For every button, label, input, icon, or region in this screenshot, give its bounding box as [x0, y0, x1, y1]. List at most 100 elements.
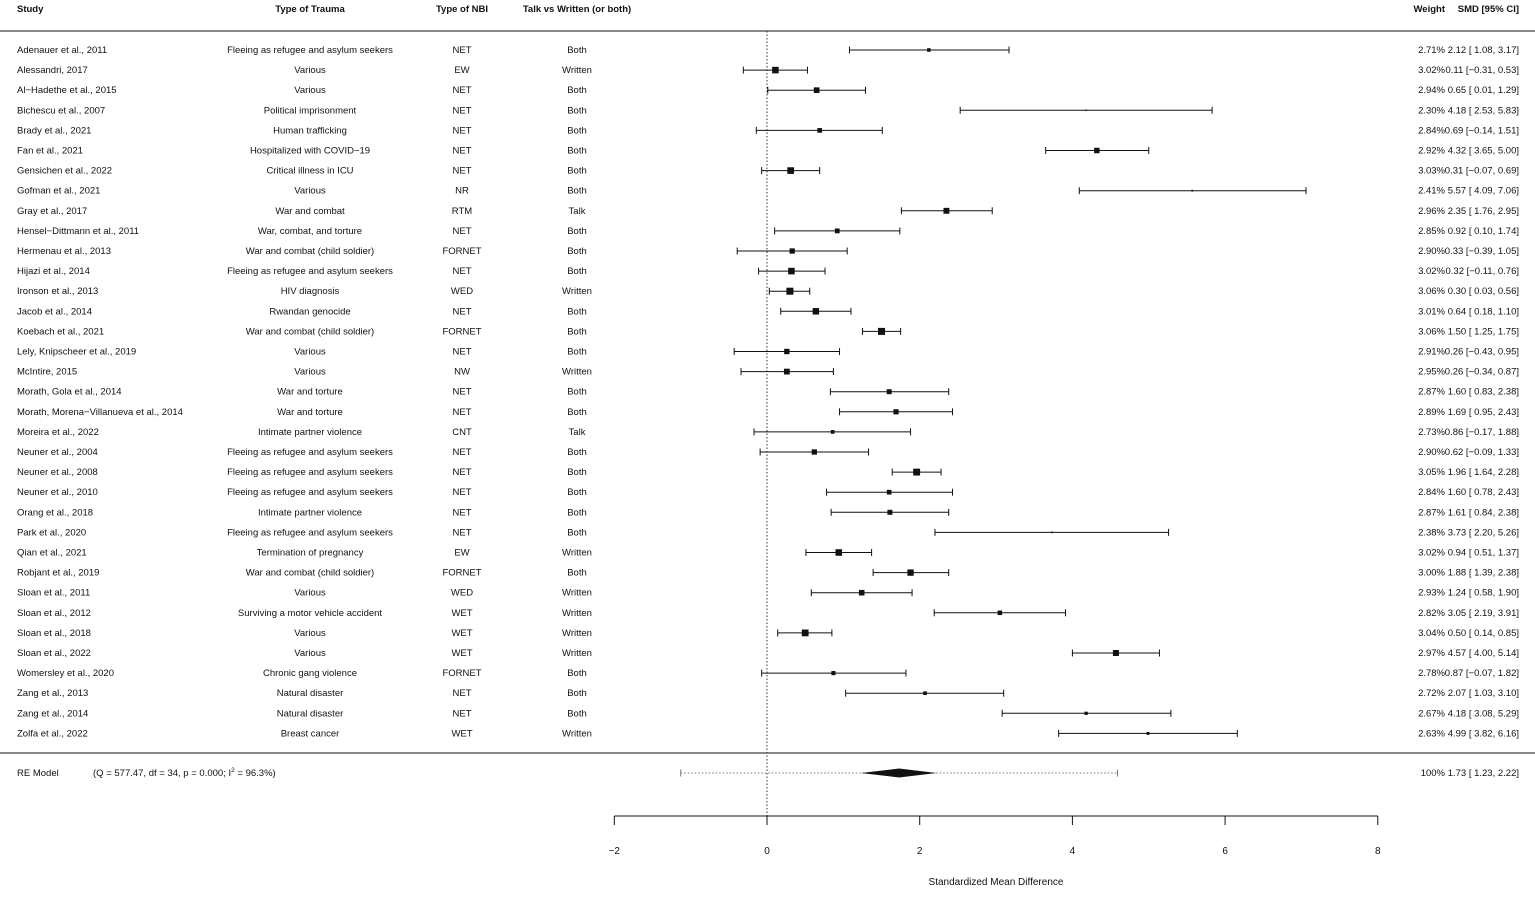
x-tick-label: 8 [1375, 846, 1381, 857]
study-row: Gray et al., 2017 War and combat RTM Talk 2.… [17, 206, 1519, 217]
trauma-type: War, combat, and torture [258, 226, 362, 237]
study-weight: 2.71% [1418, 45, 1445, 56]
study-smd-ci: 2.35 [ 1.76, 2.95] [1448, 206, 1519, 217]
point-estimate [813, 87, 820, 94]
study-smd-ci: 0.87 [−0.07, 1.82] [1445, 668, 1519, 679]
nbi-type: NET [453, 447, 472, 458]
study-name: Al−Hadethe et al., 2015 [17, 85, 117, 96]
study-name: Gensichen et al., 2022 [17, 166, 112, 177]
nbi-type: NET [453, 125, 472, 136]
study-name: Zang et al., 2013 [17, 688, 88, 699]
study-name: Neuner et al., 2004 [17, 447, 98, 458]
column-headers: Study Type of Trauma Type of NBI Talk vs… [17, 4, 1519, 15]
point-estimate [1050, 531, 1053, 534]
study-row: Robjant et al., 2019 War and combat (chil… [17, 568, 1519, 579]
point-estimate [784, 348, 790, 355]
point-estimate [1191, 189, 1194, 192]
study-weight: 2.96% [1418, 206, 1445, 217]
study-name: Qian et al., 2021 [17, 548, 87, 559]
study-row: Adenauer et al., 2011 Fleeing as refugee … [17, 45, 1519, 56]
study-row: Sloan et al., 2018 Various WET Written 3.04%… [17, 628, 1519, 639]
study-name: Neuner et al., 2008 [17, 467, 98, 478]
summary-label: RE Model [17, 768, 59, 779]
trauma-type: War and combat (child soldier) [246, 326, 374, 337]
study-smd-ci: 5.57 [ 4.09, 7.06] [1448, 186, 1519, 197]
trauma-type: Various [294, 628, 326, 639]
study-weight: 2.78% [1418, 668, 1445, 679]
study-name: Morath, Gola et al., 2014 [17, 387, 122, 398]
study-smd-ci: 0.31 [−0.07, 0.69] [1445, 166, 1519, 177]
trauma-type: Rwandan genocide [269, 306, 350, 317]
study-row: Gensichen et al., 2022 Critical illness i… [17, 166, 1519, 177]
study-name: Bichescu et al., 2007 [17, 105, 105, 116]
trauma-type: Human trafficking [273, 125, 347, 136]
study-weight: 2.85% [1418, 226, 1445, 237]
point-estimate [787, 167, 794, 174]
trauma-type: Various [294, 85, 326, 96]
study-row: Lely, Knipscheer et al., 2019 Various NET B… [17, 347, 1519, 358]
nbi-type: NET [453, 467, 472, 478]
study-row: Neuner et al., 2004 Fleeing as refugee an… [17, 447, 1519, 458]
study-smd-ci: 0.26 [−0.43, 0.95] [1445, 347, 1519, 358]
trauma-type: Political imprisonment [264, 105, 357, 116]
study-name: Alessandri, 2017 [17, 65, 88, 76]
study-name: Ironson et al., 2013 [17, 286, 98, 297]
nbi-type: NET [453, 688, 472, 699]
study-row: Park et al., 2020 Fleeing as refugee and … [17, 527, 1519, 538]
het-prefix: (Q = 577.47, df = 34, p = 0.000; I [93, 768, 231, 779]
delivery-mode: Both [567, 527, 587, 538]
delivery-mode: Both [567, 266, 587, 277]
delivery-mode: Both [567, 407, 587, 418]
study-weight: 2.38% [1418, 527, 1445, 538]
point-estimate [835, 549, 843, 556]
x-tick-label: 2 [917, 846, 923, 857]
point-estimate [913, 468, 921, 476]
study-name: Hensel−Dittmann et al., 2011 [17, 226, 139, 237]
summary-smd: 1.73 [ 1.23, 2.22] [1448, 768, 1519, 779]
delivery-mode: Both [567, 85, 587, 96]
study-row: Alessandri, 2017 Various EW Written 3.02% 0.1… [17, 65, 1519, 76]
study-smd-ci: 0.86 [−0.17, 1.88] [1445, 427, 1519, 438]
study-name: Adenauer et al., 2011 [17, 45, 107, 56]
study-name: Hermenau et al., 2013 [17, 246, 111, 257]
study-weight: 2.87% [1418, 387, 1445, 398]
study-smd-ci: 4.18 [ 2.53, 5.83] [1448, 105, 1519, 116]
nbi-type: NET [453, 266, 472, 277]
study-weight: 3.05% [1418, 467, 1445, 478]
study-name: McIntire, 2015 [17, 367, 77, 378]
study-smd-ci: 1.60 [ 0.83, 2.38] [1448, 387, 1519, 398]
nbi-type: FORNET [442, 568, 481, 579]
point-estimate [1112, 650, 1119, 656]
delivery-mode: Talk [569, 206, 586, 217]
study-row: Morath, Morena−Villanueva et al., 2014 Wa… [17, 407, 1519, 418]
trauma-type: Intimate partner violence [258, 427, 362, 438]
trauma-type: Breast cancer [281, 728, 340, 739]
study-name: Zang et al., 2014 [17, 708, 88, 719]
study-name: Morath, Morena−Villanueva et al., 2014 [17, 407, 183, 418]
trauma-type: Various [294, 186, 326, 197]
header-study: Study [17, 4, 44, 15]
study-row: Womersley et al., 2020 Chronic gang viole… [17, 668, 1519, 679]
point-estimate [886, 489, 892, 495]
delivery-mode: Both [567, 467, 587, 478]
point-estimate [1085, 109, 1087, 112]
study-row: Zolfa et al., 2022 Breast cancer WET Writte… [17, 728, 1519, 739]
study-row: Morath, Gola et al., 2014 War and torture… [17, 387, 1519, 398]
study-row: Sloan et al., 2022 Various WET Written 2.97%… [17, 648, 1519, 659]
study-smd-ci: 3.73 [ 2.20, 5.26] [1448, 527, 1519, 538]
delivery-mode: Both [567, 246, 587, 257]
study-smd-ci: 0.50 [ 0.14, 0.85] [1448, 628, 1519, 639]
study-name: Sloan et al., 2018 [17, 628, 91, 639]
study-weight: 2.72% [1418, 688, 1445, 699]
header-mode: Talk vs Written (or both) [523, 4, 631, 15]
study-weight: 3.06% [1418, 286, 1445, 297]
header-trauma: Type of Trauma [275, 4, 345, 15]
x-axis-label: Standardized Mean Difference [929, 877, 1064, 888]
delivery-mode: Both [567, 326, 587, 337]
point-estimate [1084, 711, 1088, 715]
study-row: Brady et al., 2021 Human trafficking NET Bo… [17, 125, 1519, 136]
study-name: Orang et al., 2018 [17, 507, 93, 518]
study-weight: 3.00% [1418, 568, 1445, 579]
study-weight: 2.82% [1418, 608, 1445, 619]
